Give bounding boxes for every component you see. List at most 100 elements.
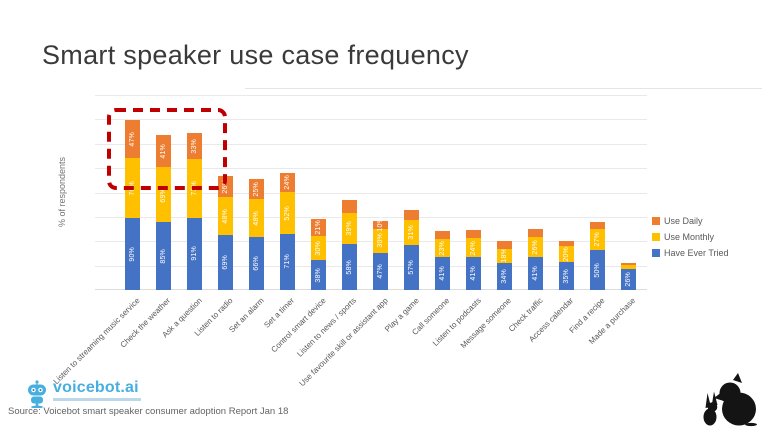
bar-segment: 38% [310,259,326,290]
gridline [95,241,647,243]
gridline [95,168,647,170]
bar-segment: 21% [310,219,326,236]
bar-segment: 57% [403,244,419,290]
bar-value-label: 24% [283,175,291,190]
source-note: Source: Voicebot smart speaker consumer … [8,406,289,417]
plot-area: 90% 76% 47% 85% 69% 41% 91% 73% 33% 69% 48% 26% 66% 4… [95,95,647,290]
bar-segment: 24% [465,238,481,258]
bar-segment [403,210,419,220]
bar-value-label: 34% [500,269,508,284]
bar-segment [434,231,450,240]
bar-value-label: 25% [252,182,260,197]
bar-segment: 41% [527,257,543,290]
bar-segment [558,240,574,247]
gridline [95,216,647,218]
bar-value-label: 52% [283,205,291,221]
bar-segment: 41% [465,257,481,290]
x-axis-category-label: Listen to news / sports [295,296,359,359]
bar-value-label: 48% [252,211,260,226]
bar-value-label: 41% [469,266,477,281]
bar-segment: 91% [186,217,202,290]
bar-segment: 27% [589,228,605,251]
bar-segment [465,230,481,239]
bar-segment: 41% [155,134,171,168]
bar-segment: 47% [372,252,388,290]
bar-segment [496,241,512,249]
voicebot-logo: voicebot.ai [26,380,141,408]
bar-segment: 30% [310,235,326,260]
bar-value-label: 24% [469,240,477,256]
bar-value-label: 50% [593,262,601,278]
bar-value-label: 85% [159,248,167,264]
bar-value-label: 66% [252,256,260,272]
bar-segment: 10% [372,217,388,232]
voicebot-robot-icon [28,380,46,408]
bar-segment: 41% [434,257,450,290]
bar-value-label: 20% [562,246,570,262]
bar-segment: 85% [155,222,171,290]
legend-swatch [652,249,660,257]
x-axis-baseline [95,289,647,290]
bar-value-label: 26% [624,272,632,287]
bar-value-label: 31% [407,224,415,240]
bar-segment: 18% [496,248,512,264]
bar-segment: 31% [403,219,419,245]
bar-segment: 20% [558,246,574,263]
bar-value-label: 71% [283,254,291,270]
legend-item: Have Ever Tried [652,248,729,258]
bar-segment [341,200,357,213]
bar-segment: 26% [527,236,543,258]
bar-value-label: 27% [593,232,601,247]
legend-item: Use Monthly [652,232,729,242]
bar-segment [589,221,605,229]
bar-value-label: 38% [314,267,322,283]
bar-segment: 26% [217,176,233,197]
bar-segment: 71% [279,233,295,290]
bar-segment: 50% [589,250,605,290]
logo-tagline-strip [53,398,141,401]
bar-value-label: 48% [221,208,229,224]
y-axis-label: % of respondents [57,156,67,228]
bar-value-label: 23% [438,240,446,256]
bar-value-label: 30% [314,240,322,256]
legend-swatch [652,233,660,241]
bar-value-label: 21% [314,220,322,235]
bar-segment: 58% [341,243,357,290]
bar-segment: 33% [186,133,202,160]
bar-value-label: 58% [345,259,353,275]
bar-value-label: 57% [407,260,415,275]
bar-segment [620,262,636,265]
bar-value-label: 35% [562,268,570,284]
bar-value-label: 41% [438,266,446,281]
bar-segment: 52% [279,192,295,234]
bar-value-label: 10% [376,217,384,233]
bar-segment: 24% [279,173,295,193]
bar-segment: 34% [496,262,512,290]
bar-segment: 23% [434,239,450,258]
gridline [95,119,647,121]
chart-legend: Use Daily Use Monthly Have Ever Tried [652,216,729,264]
gridline [95,265,647,267]
bar-value-label: 18% [500,248,508,264]
highlight-rect [107,108,227,190]
bear-and-rabbit-silhouette-icon [703,373,757,427]
bar-segment: 48% [217,196,233,236]
bar-value-label: 39% [345,221,353,236]
bar-segment: 90% [124,218,140,290]
bar-segment [527,228,543,237]
highlight-dashed-box [107,108,227,190]
bar-segment: 26% [620,269,636,290]
bar-segment [620,264,636,270]
bar-value-label: 90% [128,246,136,262]
bar-segment: 69% [217,235,233,290]
bar-segment: 47% [124,120,140,158]
chart-border-line [245,88,762,89]
bar-value-label: 30% [376,233,384,248]
chart-title: Smart speaker use case frequency [42,40,469,71]
bar-segment: 39% [341,212,357,244]
bar-value-label: 47% [376,263,384,279]
bar-value-label: 69% [221,255,229,270]
x-axis-category-label: Control smart device [269,296,328,355]
bar-segment: 35% [558,262,574,290]
